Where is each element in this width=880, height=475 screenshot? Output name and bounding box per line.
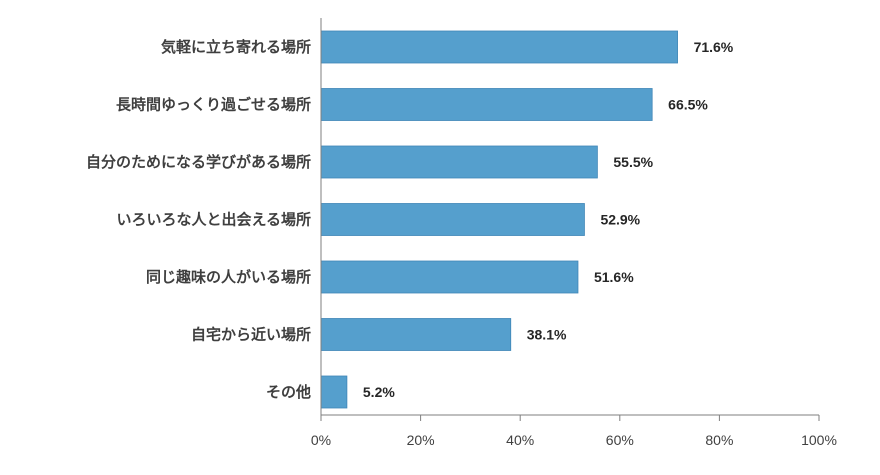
x-tick-label: 60% (606, 432, 634, 448)
x-ticks-group: 0% 20% 40% 60% 80% 100% (311, 415, 837, 448)
bar-2 (320, 145, 598, 179)
bar-4 (320, 260, 579, 294)
bars-group (320, 30, 678, 409)
x-tick-label: 80% (705, 432, 733, 448)
category-label: いろいろな人と出会える場所 (116, 211, 311, 229)
value-label: 51.6% (594, 269, 634, 285)
category-label: 長時間ゆっくり過ごせる場所 (116, 96, 311, 114)
category-label: 自宅から近い場所 (191, 326, 311, 344)
x-tick-label: 40% (506, 432, 534, 448)
value-label: 5.2% (363, 384, 395, 400)
bar-0 (320, 30, 678, 64)
value-label: 71.6% (694, 39, 734, 55)
category-label: その他 (266, 383, 311, 401)
x-tick-label: 20% (407, 432, 435, 448)
category-labels-group: 気軽に立ち寄れる場所長時間ゆっくり過ごせる場所自分のためになる学びがある場所いろ… (86, 38, 311, 401)
value-labels-group: 71.6% 66.5% 55.5% 52.9% 51.6% 38.1% 5.2% (363, 39, 734, 400)
bar-3 (320, 203, 585, 236)
bar-1 (320, 88, 653, 121)
bar-5 (320, 318, 512, 351)
value-label: 38.1% (527, 327, 567, 343)
category-label: 気軽に立ち寄れる場所 (161, 38, 311, 56)
value-label: 55.5% (613, 154, 653, 170)
x-tick-label: 0% (311, 432, 331, 448)
x-tick-label: 100% (801, 432, 837, 448)
bar-6 (320, 375, 348, 409)
category-label: 自分のためになる学びがある場所 (86, 153, 311, 171)
value-label: 52.9% (600, 212, 640, 228)
category-label: 同じ趣味の人がいる場所 (146, 268, 311, 286)
axes-group (320, 18, 819, 416)
value-label: 66.5% (668, 97, 708, 113)
